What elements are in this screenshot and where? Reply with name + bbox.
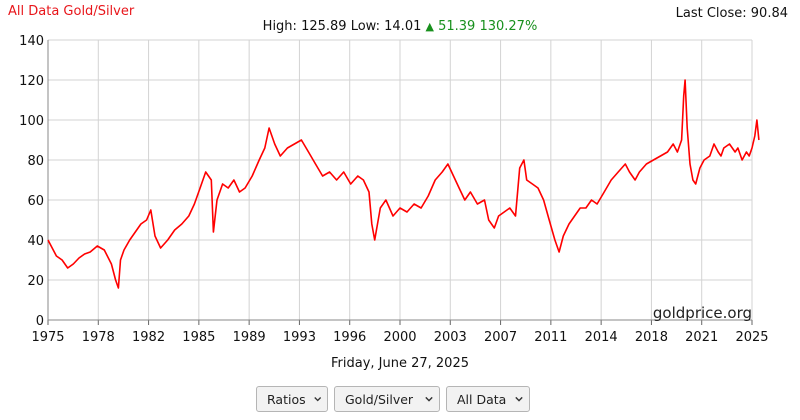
x-tick-label: 1982 <box>132 330 165 345</box>
x-tick-label: 1978 <box>82 330 115 345</box>
last-close-label: Last Close: 90.84 <box>675 6 788 21</box>
y-axis-ticks: 0 20 40 60 80 100 120 140 <box>19 34 44 329</box>
ratio-type-label: Ratios <box>267 391 306 407</box>
chart-title: All Data Gold/Silver <box>8 4 135 19</box>
change-value: 51.39 <box>438 19 476 34</box>
ratio-type-select[interactable]: Ratios <box>256 386 328 412</box>
x-axis-ticks: 1975 1978 1982 1985 1989 1993 1996 2000 2003 2007… <box>31 330 768 345</box>
x-tick-label: 1989 <box>233 330 266 345</box>
chart-grid <box>47 39 753 325</box>
x-tick-label: 1993 <box>283 330 316 345</box>
y-tick-label: 140 <box>19 34 44 49</box>
chart-controls: Ratios Gold/Silver All Data <box>256 386 530 412</box>
chevron-down-icon <box>313 397 321 402</box>
range-select[interactable]: All Data <box>446 386 530 412</box>
date-label: Friday, June 27, 2025 <box>331 356 469 371</box>
x-tick-label: 2003 <box>434 330 467 345</box>
y-tick-label: 40 <box>27 234 44 249</box>
high-label: High: <box>262 19 297 34</box>
y-tick-label: 80 <box>27 154 44 169</box>
x-tick-label: 2025 <box>735 330 768 345</box>
chevron-down-icon <box>515 396 523 402</box>
x-tick-label: 2000 <box>383 330 416 345</box>
x-tick-label: 1985 <box>182 330 215 345</box>
x-tick-label: 2018 <box>635 330 668 345</box>
series-line <box>47 79 760 289</box>
high-value: 125.89 <box>301 19 347 34</box>
range-label: All Data <box>457 391 507 407</box>
low-label: Low: <box>350 19 380 34</box>
change-percent: 130.27% <box>479 19 538 34</box>
series-group <box>47 79 760 289</box>
y-tick-label: 20 <box>27 274 44 289</box>
x-tick-label: 2011 <box>534 330 567 345</box>
high-low-summary: High: 125.89 Low: 14.01 ▲ 51.39 130.27% <box>0 19 800 34</box>
x-tick-label: 2007 <box>484 330 517 345</box>
pair-label: Gold/Silver <box>345 391 414 407</box>
low-value: 14.01 <box>384 19 422 34</box>
pair-select[interactable]: Gold/Silver <box>334 386 440 412</box>
x-tick-label: 2014 <box>585 330 618 345</box>
y-tick-label: 100 <box>19 114 44 129</box>
up-arrow-icon: ▲ <box>425 20 434 33</box>
x-tick-label: 2021 <box>685 330 718 345</box>
y-tick-label: 120 <box>19 74 44 89</box>
watermark: goldprice.org <box>653 304 752 322</box>
chevron-down-icon <box>425 396 433 402</box>
y-tick-label: 60 <box>27 194 44 209</box>
y-tick-label: 0 <box>36 314 44 329</box>
x-tick-label: 1996 <box>333 330 366 345</box>
x-tick-label: 1975 <box>31 330 64 345</box>
